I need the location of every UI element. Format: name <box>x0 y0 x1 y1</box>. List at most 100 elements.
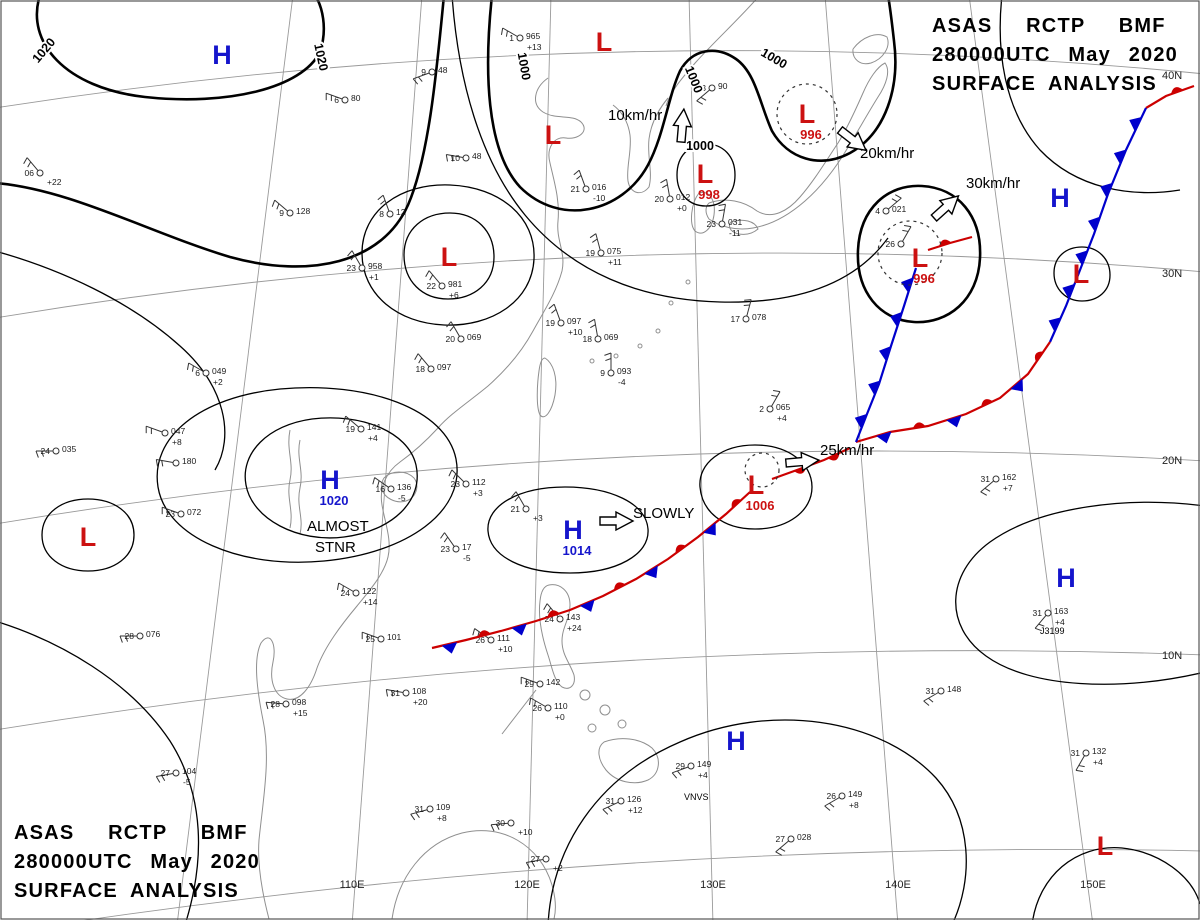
station-plot: 27 104-5 <box>155 766 196 787</box>
svg-text:112: 112 <box>472 477 486 487</box>
annotation-text: 10km/hr <box>608 107 662 124</box>
svg-text:+4: +4 <box>1093 757 1103 767</box>
pressure-center-h: H <box>212 40 232 70</box>
station-plot: 23 031-11 <box>707 203 742 238</box>
svg-text:+8: +8 <box>172 437 182 447</box>
svg-text:26: 26 <box>476 635 486 645</box>
station-plot: 16 136-5 <box>372 477 411 503</box>
station-plot: 31 108+20 <box>385 686 428 707</box>
isobar-label: 1000 <box>515 51 534 81</box>
station-plot: 9 128 <box>271 199 310 218</box>
svg-text:L: L <box>545 120 562 150</box>
svg-text:12: 12 <box>396 207 406 217</box>
svg-text:48: 48 <box>472 151 482 161</box>
svg-text:1: 1 <box>509 33 514 43</box>
cold-front <box>854 267 918 443</box>
svg-text:L: L <box>1097 831 1114 861</box>
svg-text:L: L <box>80 522 97 552</box>
svg-text:101: 101 <box>387 632 401 642</box>
svg-text:31: 31 <box>981 474 991 484</box>
svg-text:27: 27 <box>531 854 541 864</box>
svg-text:+14: +14 <box>363 597 378 607</box>
station-plot: 25 101 <box>361 631 401 644</box>
svg-text:+7: +7 <box>1003 483 1013 493</box>
svg-text:+3: +3 <box>533 513 543 523</box>
svg-text:132: 132 <box>1092 746 1106 756</box>
svg-text:128: 128 <box>296 206 310 216</box>
svg-text:047: 047 <box>171 426 185 436</box>
pressure-center-h: H <box>726 726 746 756</box>
svg-text:+4: +4 <box>777 413 787 423</box>
svg-text:L: L <box>1073 259 1090 289</box>
isobar-label: 1020 <box>30 35 59 65</box>
station-plot: 28 098+15 <box>265 697 308 718</box>
svg-text:13: 13 <box>697 83 707 93</box>
svg-text:141: 141 <box>367 422 381 432</box>
svg-text:10: 10 <box>451 153 461 163</box>
svg-text:+4: +4 <box>698 770 708 780</box>
station-plot: 8 12 <box>377 194 406 219</box>
latitude-label: 40N <box>1162 70 1182 82</box>
station-plot: 24 122+14 <box>336 582 378 607</box>
svg-text:996: 996 <box>913 271 935 286</box>
station-plot: 23 112+3 <box>448 469 486 498</box>
svg-text:27: 27 <box>161 768 171 778</box>
station-plot: 2 065+4 <box>759 389 790 423</box>
station-plot: 30 +10 <box>490 818 533 837</box>
fronts-layer <box>431 84 1195 654</box>
svg-text:+10: +10 <box>498 644 513 654</box>
svg-text:1006: 1006 <box>746 498 775 513</box>
stationary-front <box>431 491 751 654</box>
svg-text:016: 016 <box>592 182 606 192</box>
warm-front <box>1145 84 1195 109</box>
svg-text:+8: +8 <box>849 800 859 810</box>
station-plot: 21 +3 <box>511 491 543 523</box>
longitude-label: 140E <box>885 879 911 891</box>
pressure-center-h: H <box>1056 563 1076 593</box>
movement-arrow <box>672 107 693 144</box>
svg-text:29: 29 <box>676 761 686 771</box>
station-plot: 31 162+7 <box>980 472 1016 496</box>
product-id-top: ASAS RCTP BMF 280000UTC May 2020 SURFACE… <box>932 12 1178 99</box>
motion-circle <box>744 452 780 488</box>
svg-text:-5: -5 <box>463 553 471 563</box>
svg-text:122: 122 <box>362 586 376 596</box>
svg-text:19: 19 <box>586 248 596 258</box>
svg-text:126: 126 <box>627 794 641 804</box>
pressure-center-l: L <box>80 522 97 552</box>
station-plot: 23 072 <box>161 506 201 519</box>
svg-text:90: 90 <box>718 81 728 91</box>
movement-arrow <box>599 510 635 532</box>
product-datetime: 280000UTC May 2020 <box>932 44 1178 66</box>
longitude-label: 110E <box>340 879 365 891</box>
svg-text:9: 9 <box>600 368 605 378</box>
svg-text:8: 8 <box>379 209 384 219</box>
svg-text:163: 163 <box>1054 606 1068 616</box>
svg-text:H: H <box>726 726 746 756</box>
svg-text:148: 148 <box>947 684 961 694</box>
station-plot: 10 48 <box>445 151 482 163</box>
station-plot: 6 80 <box>325 92 361 105</box>
longitude-label: 120E <box>514 879 540 891</box>
svg-text:24: 24 <box>545 614 555 624</box>
svg-text:+1: +1 <box>369 272 379 282</box>
svg-text:981: 981 <box>448 279 462 289</box>
station-plot: 31 126+12 <box>602 794 643 815</box>
svg-text:16: 16 <box>376 484 386 494</box>
station-plot: 31 148 <box>923 684 961 706</box>
svg-text:180: 180 <box>182 456 196 466</box>
station-plot: 26 111+10 <box>472 628 513 654</box>
station-plot: 19 075+11 <box>586 233 622 267</box>
svg-text:6: 6 <box>334 95 339 105</box>
svg-text:80: 80 <box>351 93 361 103</box>
svg-text:L: L <box>441 242 458 272</box>
product-type: SURFACE ANALYSIS <box>14 880 239 902</box>
station-plot: 9 093-4 <box>600 352 631 387</box>
svg-text:27: 27 <box>776 834 786 844</box>
station-plot: 19 097+10 <box>546 303 583 337</box>
